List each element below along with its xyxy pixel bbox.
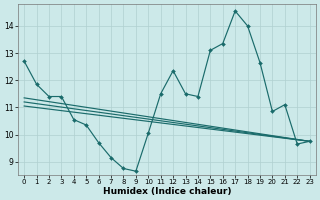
X-axis label: Humidex (Indice chaleur): Humidex (Indice chaleur) <box>103 187 231 196</box>
